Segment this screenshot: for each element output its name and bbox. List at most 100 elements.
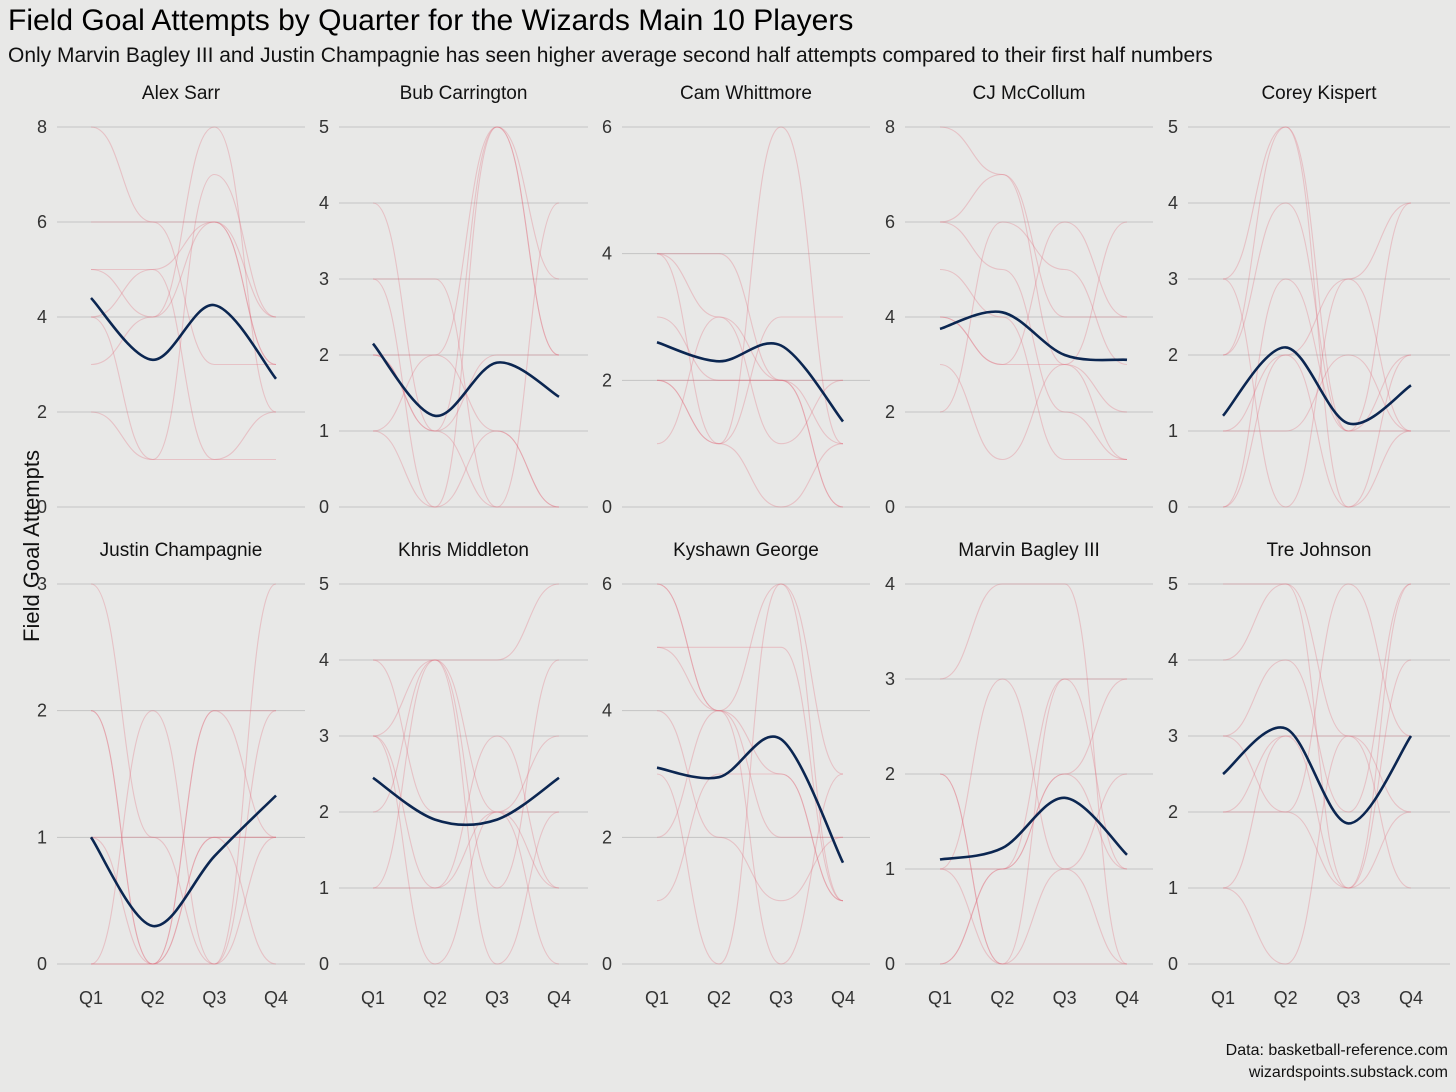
y-tick-label: 8 — [885, 117, 895, 137]
game-line — [90, 173, 277, 461]
game-line — [656, 710, 844, 902]
y-tick-label: 3 — [1168, 726, 1178, 746]
game-line — [90, 221, 277, 366]
y-tick-label: 2 — [602, 370, 612, 390]
average-line — [1222, 726, 1413, 825]
game-line — [939, 868, 1128, 965]
game-line — [656, 583, 844, 965]
y-tick-label: 4 — [885, 307, 895, 327]
y-tick-label: 5 — [1168, 117, 1178, 137]
game-line — [372, 430, 560, 508]
x-tick-label: Q4 — [264, 988, 288, 1008]
panel-title: Corey Kispert — [1261, 83, 1377, 104]
panel-corey-kispert: Corey Kispert 0 1 2 3 4 5 — [1168, 83, 1450, 517]
panel-kyshawn-george: Kyshawn George 0 2 4 6 Q1 Q2 Q3 Q4 — [602, 540, 870, 1008]
game-line — [1222, 659, 1412, 889]
game-line — [1222, 583, 1412, 813]
game-line — [939, 678, 1127, 965]
game-line — [1222, 202, 1411, 432]
game-line — [1222, 583, 1412, 889]
y-tick-label: 0 — [602, 497, 612, 517]
game-line — [1222, 202, 1412, 432]
game-line — [939, 221, 1128, 366]
game-line — [90, 583, 277, 965]
y-tick-label: 2 — [37, 701, 47, 721]
y-tick-label: 4 — [602, 244, 612, 264]
y-tick-label: 1 — [1168, 878, 1178, 898]
panel-cj-mccollum: CJ McCollum 0 2 4 6 8 — [885, 83, 1153, 517]
y-tick-label: 4 — [319, 650, 329, 670]
game-line — [656, 710, 844, 902]
y-tick-label: 1 — [319, 421, 329, 441]
y-tick-label: 3 — [37, 574, 47, 594]
panel-khris-middleton: Khris Middleton 0 1 2 3 4 5 Q1 Q2 Q3 Q4 — [319, 540, 588, 1008]
x-tick-label: Q2 — [423, 988, 447, 1008]
game-line — [90, 583, 277, 965]
game-line — [372, 202, 560, 508]
game-line — [656, 583, 844, 775]
y-tick-label: 4 — [319, 193, 329, 213]
game-line — [656, 646, 843, 838]
x-tick-label: Q1 — [1211, 988, 1235, 1008]
game-line — [90, 710, 276, 965]
game-line — [372, 659, 560, 889]
panel-title: Bub Carrington — [400, 83, 528, 104]
game-line — [939, 678, 1128, 965]
game-line — [939, 678, 1128, 870]
game-line — [939, 773, 1128, 965]
game-line — [372, 735, 560, 889]
game-line — [656, 316, 844, 445]
game-line — [657, 253, 844, 381]
average-line — [1222, 346, 1412, 426]
game-line — [656, 253, 844, 445]
game-line — [939, 773, 1127, 965]
y-tick-label: 8 — [37, 117, 47, 137]
average-line — [89, 794, 277, 928]
y-tick-label: 0 — [1168, 497, 1178, 517]
y-tick-label: 6 — [885, 212, 895, 232]
y-tick-label: 4 — [1168, 650, 1178, 670]
game-line — [1222, 354, 1412, 508]
x-tick-label: Q2 — [990, 988, 1014, 1008]
y-tick-label: 0 — [319, 497, 329, 517]
game-line — [372, 659, 560, 965]
average-line — [939, 310, 1128, 362]
game-line — [372, 583, 560, 737]
y-tick-label: 0 — [1168, 954, 1178, 974]
game-line — [1222, 126, 1412, 432]
y-tick-label: 0 — [885, 497, 895, 517]
panel-title: Khris Middleton — [398, 540, 529, 561]
y-tick-label: 1 — [1168, 421, 1178, 441]
y-tick-label: 2 — [1168, 802, 1178, 822]
y-tick-label: 2 — [885, 402, 895, 422]
x-tick-label: Q1 — [361, 988, 385, 1008]
average-line — [656, 735, 845, 864]
game-line — [90, 411, 276, 461]
y-tick-label: 5 — [1168, 574, 1178, 594]
game-line — [91, 710, 277, 965]
y-tick-label: 2 — [885, 764, 895, 784]
y-tick-label: 1 — [319, 878, 329, 898]
game-line — [656, 379, 844, 508]
game-line — [1222, 278, 1412, 508]
y-tick-label: 0 — [37, 497, 47, 517]
game-line — [90, 126, 277, 413]
y-tick-label: 0 — [602, 954, 612, 974]
panel-title: Kyshawn George — [673, 540, 819, 561]
game-line — [372, 126, 560, 432]
game-line — [90, 268, 277, 461]
x-tick-label: Q4 — [547, 988, 571, 1008]
average-line — [371, 342, 560, 418]
panel-title: Marvin Bagley III — [958, 540, 1100, 561]
x-tick-label: Q3 — [1053, 988, 1077, 1008]
game-line — [656, 316, 844, 508]
game-line — [1223, 354, 1412, 432]
game-line — [1222, 126, 1412, 508]
x-tick-label: Q4 — [1399, 988, 1423, 1008]
panel-title: Cam Whittmore — [680, 83, 812, 104]
x-tick-label: Q2 — [707, 988, 731, 1008]
caption-source: Data: basketball-reference.com — [1225, 1042, 1448, 1059]
y-tick-label: 1 — [37, 827, 47, 847]
x-tick-label: Q4 — [1115, 988, 1139, 1008]
